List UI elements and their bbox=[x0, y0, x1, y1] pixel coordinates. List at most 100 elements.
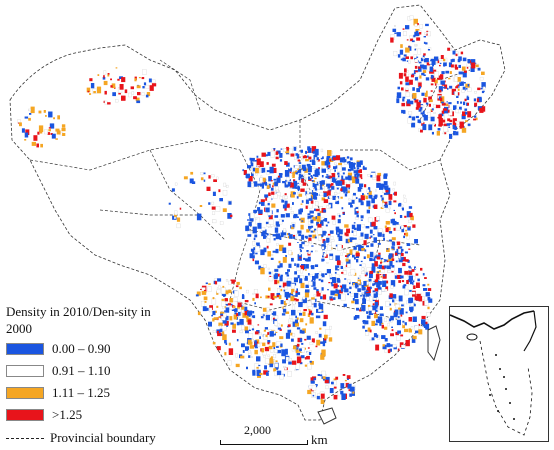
density-patch bbox=[413, 54, 417, 58]
density-patch bbox=[274, 269, 279, 272]
density-patch bbox=[440, 74, 444, 80]
density-patch bbox=[410, 56, 413, 60]
density-patch bbox=[307, 313, 311, 317]
density-patch bbox=[455, 109, 459, 114]
density-patch bbox=[423, 325, 426, 328]
density-patch bbox=[264, 183, 268, 186]
density-patch bbox=[277, 288, 281, 293]
density-patch bbox=[400, 44, 403, 48]
density-patch bbox=[276, 349, 282, 354]
density-patch bbox=[409, 306, 414, 311]
density-patch bbox=[266, 233, 269, 236]
density-patch bbox=[399, 342, 404, 348]
density-patch bbox=[326, 269, 331, 274]
density-patch bbox=[416, 88, 420, 93]
density-patch bbox=[361, 271, 365, 274]
density-patch bbox=[307, 347, 310, 349]
density-patch bbox=[408, 328, 412, 333]
density-patch bbox=[285, 332, 290, 339]
density-patch bbox=[483, 86, 486, 90]
density-patch bbox=[292, 294, 297, 297]
density-patch bbox=[368, 194, 373, 199]
density-patch bbox=[373, 293, 378, 298]
density-patch bbox=[371, 320, 376, 326]
density-patch bbox=[374, 253, 377, 255]
density-patch bbox=[459, 125, 464, 129]
density-patch bbox=[306, 193, 311, 199]
density-patch bbox=[474, 115, 477, 118]
density-patch bbox=[355, 197, 358, 199]
density-patch bbox=[376, 297, 379, 301]
density-patch bbox=[266, 238, 270, 243]
density-patch bbox=[255, 173, 258, 176]
density-patch bbox=[301, 247, 304, 249]
density-patch bbox=[438, 114, 442, 120]
density-patch bbox=[279, 159, 283, 162]
density-patch bbox=[479, 107, 484, 113]
density-patch bbox=[367, 193, 369, 195]
density-patch bbox=[307, 389, 312, 395]
density-patch bbox=[268, 276, 274, 282]
density-patch bbox=[280, 274, 283, 277]
density-patch bbox=[463, 70, 467, 73]
density-patch bbox=[305, 159, 309, 162]
density-patch bbox=[360, 187, 363, 190]
density-patch bbox=[247, 165, 252, 169]
density-patch bbox=[348, 175, 352, 181]
density-patch bbox=[270, 257, 274, 260]
density-patch bbox=[370, 175, 373, 178]
density-patch bbox=[258, 364, 261, 367]
density-patch bbox=[312, 216, 317, 221]
density-patch bbox=[289, 314, 293, 319]
density-patch bbox=[313, 302, 317, 308]
density-patch bbox=[347, 161, 350, 164]
density-patch bbox=[304, 275, 308, 279]
density-patch bbox=[248, 340, 253, 345]
density-patch bbox=[327, 150, 332, 156]
density-patch bbox=[422, 323, 426, 327]
density-patch bbox=[345, 238, 350, 244]
density-patch bbox=[222, 190, 228, 196]
density-patch bbox=[299, 218, 301, 221]
density-patch bbox=[299, 244, 303, 249]
density-patch bbox=[48, 111, 53, 118]
density-patch bbox=[399, 215, 403, 218]
density-patch bbox=[405, 229, 408, 232]
density-patch bbox=[427, 111, 431, 118]
density-patch bbox=[241, 295, 245, 299]
density-patch bbox=[384, 259, 388, 262]
density-patch bbox=[304, 277, 308, 281]
density-patch bbox=[356, 259, 359, 263]
density-patch bbox=[57, 115, 60, 120]
density-patch bbox=[349, 162, 353, 169]
density-patch bbox=[277, 273, 280, 277]
density-patch bbox=[296, 263, 300, 268]
density-patch bbox=[371, 198, 375, 204]
density-patch bbox=[308, 147, 312, 153]
density-patch bbox=[402, 96, 406, 99]
density-patch bbox=[356, 251, 359, 254]
density-patch bbox=[299, 208, 303, 213]
density-patch bbox=[115, 67, 118, 69]
density-patch bbox=[328, 165, 331, 168]
density-patch bbox=[300, 234, 305, 240]
density-patch bbox=[268, 214, 271, 218]
density-patch bbox=[346, 375, 351, 379]
density-patch bbox=[294, 165, 299, 169]
density-patch bbox=[442, 119, 446, 123]
density-patch bbox=[253, 181, 258, 187]
density-patch bbox=[448, 126, 451, 128]
density-patch bbox=[427, 306, 430, 310]
density-patch bbox=[324, 186, 328, 192]
density-patch bbox=[320, 273, 325, 278]
density-patch bbox=[284, 195, 288, 199]
density-patch bbox=[294, 345, 299, 348]
density-patch bbox=[363, 194, 366, 196]
density-patch bbox=[252, 311, 255, 314]
density-patch bbox=[275, 367, 279, 370]
legend-item-decrease: 0.00 – 0.90 bbox=[6, 339, 211, 359]
density-patch bbox=[401, 225, 404, 230]
density-patch bbox=[338, 180, 343, 186]
density-patch bbox=[283, 300, 287, 306]
density-patch bbox=[283, 148, 287, 152]
